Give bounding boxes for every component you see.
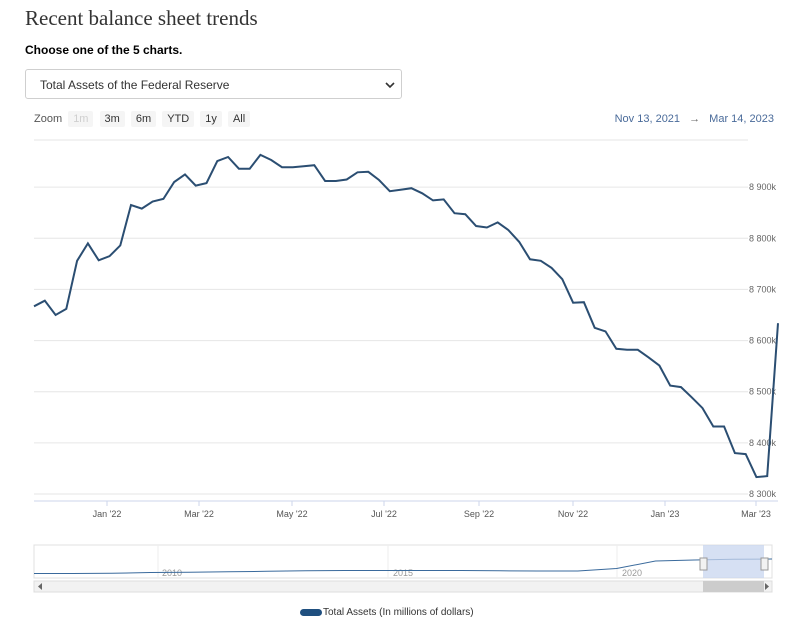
x-tick-label: May '22 bbox=[276, 509, 307, 519]
navigator-selection[interactable] bbox=[703, 545, 764, 578]
navigator-handle[interactable] bbox=[699, 557, 708, 571]
series-line-total-assets bbox=[33, 153, 779, 479]
legend[interactable]: Total Assets (In millions of dollars) bbox=[300, 607, 474, 618]
range-arrow: → bbox=[689, 113, 701, 125]
scrollbar-track[interactable] bbox=[33, 580, 773, 593]
choose-chart-label: Choose one of the 5 charts. bbox=[25, 43, 183, 57]
y-tick-label: 8 500k bbox=[749, 387, 777, 397]
navigator-series bbox=[34, 558, 773, 574]
chevron-down-icon bbox=[385, 82, 395, 89]
navigator[interactable] bbox=[33, 544, 773, 579]
x-tick-label: Nov '22 bbox=[558, 509, 588, 519]
scrollbar-thumb[interactable] bbox=[703, 581, 764, 592]
zoom-ytd-button[interactable]: YTD bbox=[162, 111, 195, 127]
zoom-3m-button[interactable]: 3m bbox=[99, 111, 125, 127]
chart-select-dropdown[interactable]: Total Assets of the Federal Reserve bbox=[25, 69, 402, 99]
y-tick-label: 8 300k bbox=[749, 489, 777, 499]
x-tick-label: Mar '23 bbox=[741, 509, 771, 519]
navigator-tick-label: 2020 bbox=[622, 568, 642, 578]
y-tick-label: 8 600k bbox=[749, 336, 777, 346]
zoom-1m-button[interactable]: 1m bbox=[68, 111, 94, 127]
x-tick-label: Mar '22 bbox=[184, 509, 214, 519]
legend-swatch bbox=[300, 609, 322, 616]
navigator-tick-label: 2015 bbox=[393, 568, 413, 578]
zoom-all-button[interactable]: All bbox=[227, 111, 251, 127]
x-tick-label: Jan '22 bbox=[93, 509, 122, 519]
x-tick-label: Jan '23 bbox=[651, 509, 680, 519]
page-title: Recent balance sheet trends bbox=[25, 6, 258, 30]
x-tick-label: Jul '22 bbox=[371, 509, 397, 519]
zoom-controls: Zoom 1m 3m 6m YTD 1y All bbox=[34, 111, 251, 127]
y-tick-label: 8 900k bbox=[749, 182, 777, 192]
range-from-input[interactable]: Nov 13, 2021 bbox=[614, 113, 681, 125]
zoom-label: Zoom bbox=[34, 113, 63, 125]
chart-select-value: Total Assets of the Federal Reserve bbox=[40, 78, 230, 92]
scroll-left-icon[interactable] bbox=[38, 583, 42, 590]
scroll-right-icon[interactable] bbox=[765, 583, 769, 590]
y-tick-label: 8 800k bbox=[749, 233, 777, 243]
zoom-1y-button[interactable]: 1y bbox=[200, 111, 222, 127]
legend-label: Total Assets (In millions of dollars) bbox=[323, 607, 474, 618]
y-tick-label: 8 700k bbox=[749, 284, 777, 294]
zoom-6m-button[interactable]: 6m bbox=[130, 111, 157, 127]
x-tick-label: Sep '22 bbox=[464, 509, 494, 519]
range-to-input[interactable]: Mar 14, 2023 bbox=[709, 113, 774, 125]
navigator-handle[interactable] bbox=[760, 557, 769, 571]
navigator-tick-label: 2010 bbox=[162, 568, 182, 578]
y-tick-label: 8 400k bbox=[749, 438, 777, 448]
date-range: Nov 13, 2021 → Mar 14, 2023 bbox=[615, 113, 774, 125]
